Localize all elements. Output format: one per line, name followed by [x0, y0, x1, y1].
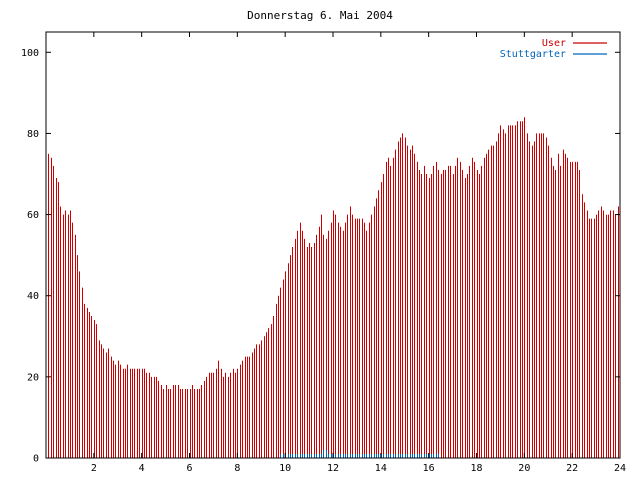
- y-tick-label: 60: [27, 210, 39, 221]
- x-tick-label: 14: [375, 463, 387, 474]
- y-tick-label: 100: [21, 48, 39, 59]
- x-tick-label: 18: [470, 463, 482, 474]
- y-tick-label: 20: [27, 372, 39, 383]
- x-tick-label: 10: [279, 463, 291, 474]
- legend-label-stuttgarter: Stuttgarter: [500, 49, 566, 60]
- x-tick-label: 6: [186, 463, 192, 474]
- x-tick-label: 24: [614, 463, 626, 474]
- y-tick-label: 80: [27, 129, 39, 140]
- x-axis: 2 4 6 8 10 12 14 16 18 20 22 24: [91, 32, 626, 474]
- x-tick-label: 22: [566, 463, 578, 474]
- legend: User Stuttgarter: [500, 38, 607, 60]
- x-tick-label: 4: [139, 463, 145, 474]
- x-tick-label: 8: [234, 463, 240, 474]
- y-tick-label: 0: [33, 454, 39, 465]
- chart-title: Donnerstag 6. Mai 2004: [247, 9, 393, 22]
- x-tick-label: 20: [518, 463, 530, 474]
- x-tick-label: 16: [423, 463, 435, 474]
- series-stuttgarter-bars: [280, 449, 439, 458]
- y-axis: 0 20 40 60 80 100: [21, 48, 620, 465]
- y-tick-label: 40: [27, 291, 39, 302]
- x-tick-label: 2: [91, 463, 97, 474]
- legend-label-user: User: [542, 38, 566, 49]
- series-user-bars: [48, 117, 619, 458]
- x-tick-label: 12: [327, 463, 339, 474]
